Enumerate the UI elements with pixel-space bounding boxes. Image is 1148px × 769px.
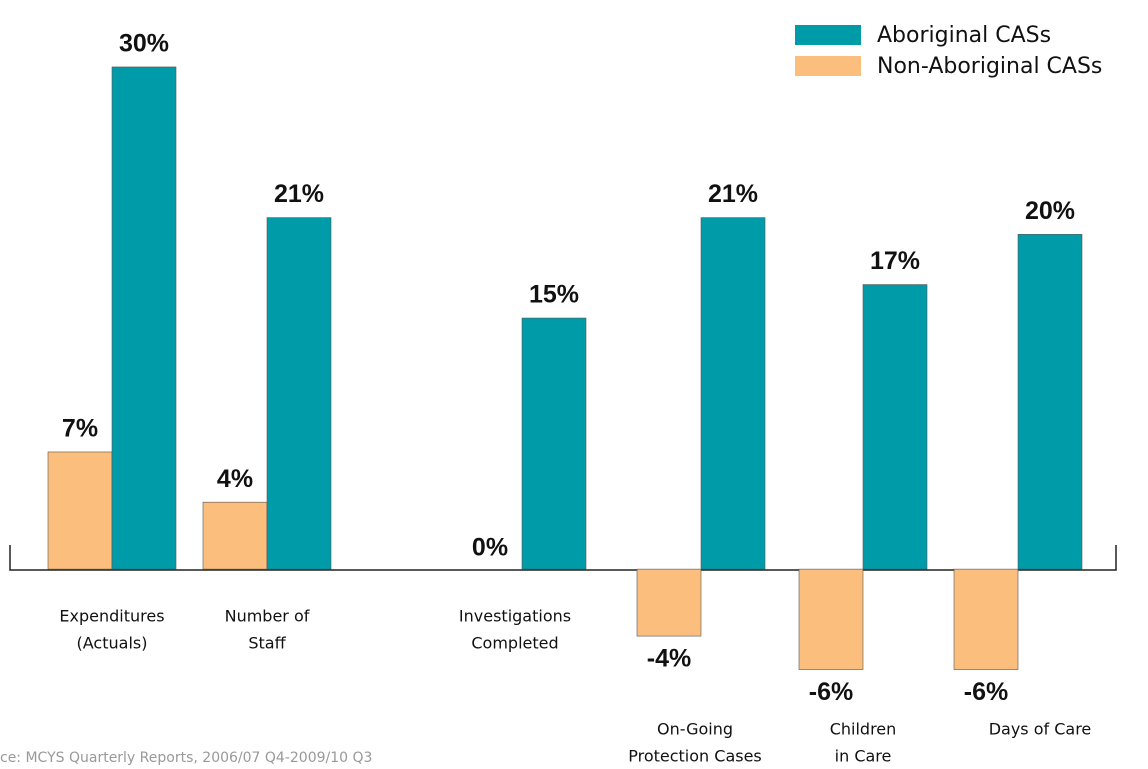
x-tick-label: Number of [225,607,310,626]
bar [798,568,864,670]
bar [266,217,332,570]
value-label: -6% [964,678,1008,706]
x-tick-label: Staff [248,634,286,653]
x-tick-label: Completed [471,634,558,653]
legend-swatch [795,56,861,76]
bar [636,568,702,637]
x-tick-label: Protection Cases [628,747,762,766]
bar [862,284,928,570]
value-label: 15% [529,281,579,309]
value-label: 4% [217,465,253,493]
value-label: 30% [119,30,169,58]
value-label: 0% [472,534,508,562]
bar [700,217,766,570]
x-tick-label: (Actuals) [77,634,148,653]
axis [9,545,1117,571]
value-label: -4% [647,645,691,673]
value-label: -6% [809,678,853,706]
legend-swatch [795,25,861,45]
x-tick-label: On-Going [657,720,733,739]
x-tick-label: Expenditures [59,607,164,626]
bar [111,66,177,570]
bar [521,317,587,570]
x-tick-label: Investigations [459,607,571,626]
bar [1017,234,1083,570]
legend-label: Aboriginal CASs [877,23,1051,48]
bar [953,568,1019,670]
legend-label: Non-Aboriginal CASs [877,54,1102,79]
x-tick-label: Children [830,720,897,739]
value-label: 7% [62,415,98,443]
bar [47,451,113,570]
value-label: 21% [274,180,324,208]
value-label: 20% [1025,197,1075,225]
x-tick-label: Days of Care [989,720,1092,739]
x-tick-label: in Care [835,747,892,766]
bar [202,501,268,570]
source: ce: MCYS Quarterly Reports, 2006/07 Q4-2… [0,750,372,766]
value-label: 21% [708,180,758,208]
value-label: 17% [870,247,920,275]
